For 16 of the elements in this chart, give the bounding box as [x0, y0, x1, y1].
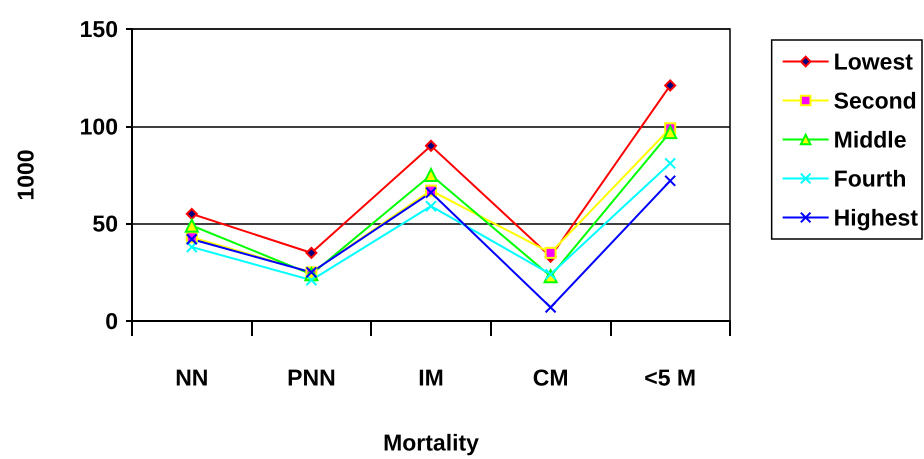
- y-axis-title: 1000: [12, 149, 38, 201]
- x-tick-label: PNN: [287, 364, 336, 390]
- x-tick-label: CM: [532, 364, 568, 390]
- legend-label: Second: [834, 88, 917, 114]
- y-tick-label: 50: [92, 210, 118, 237]
- y-tick-label: 100: [80, 113, 118, 140]
- x-tick-label: IM: [418, 364, 444, 390]
- legend-label: Highest: [834, 204, 918, 230]
- legend-label: Lowest: [834, 48, 914, 74]
- x-tick-label: <5 M: [644, 364, 696, 390]
- x-tick-label: NN: [175, 364, 208, 390]
- legend-label: Fourth: [834, 166, 906, 192]
- y-tick-label: 0: [105, 308, 118, 334]
- legend-label: Middle: [834, 126, 907, 152]
- x-axis-title: Mortality: [383, 430, 480, 456]
- y-tick-label: 150: [80, 16, 118, 42]
